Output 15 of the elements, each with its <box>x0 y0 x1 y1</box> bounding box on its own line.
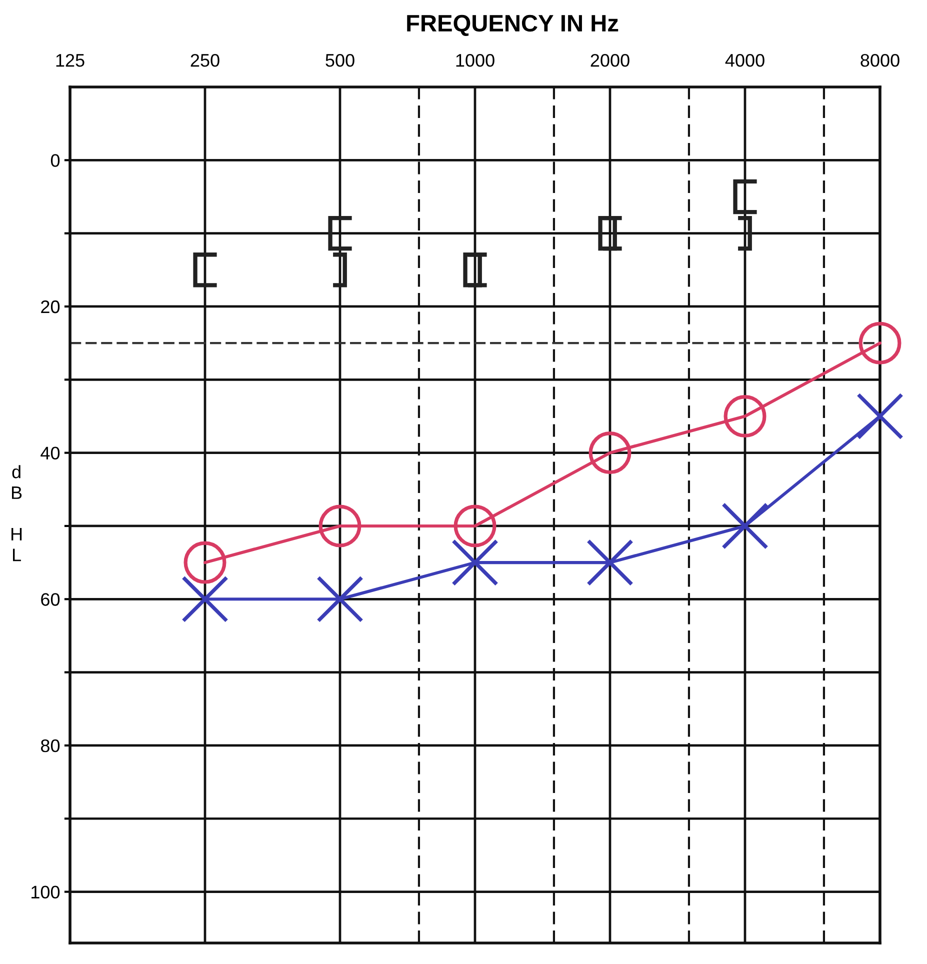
y-tick-label: 0 <box>50 154 60 167</box>
y-tick-label: 80 <box>40 739 60 752</box>
y-tick-label: 100 <box>32 886 60 899</box>
x-axis-title: FREQUENCY IN Hz <box>407 14 618 36</box>
y-tick-label: 40 <box>40 446 60 460</box>
y-tick-label: 20 <box>41 300 60 314</box>
x-tick-label: 125 <box>56 54 84 67</box>
text: dB HL <box>12 465 22 562</box>
x-tick-label: 2000 <box>590 54 630 67</box>
x-tick-label: 250 <box>190 54 220 67</box>
x-tick-label: 8000 <box>860 54 900 67</box>
x-tick-label: 1000 <box>456 54 494 67</box>
y-tick-label: 60 <box>41 593 60 606</box>
x-tick-label: 500 <box>326 54 354 67</box>
x-tick-label: 4000 <box>725 54 764 67</box>
